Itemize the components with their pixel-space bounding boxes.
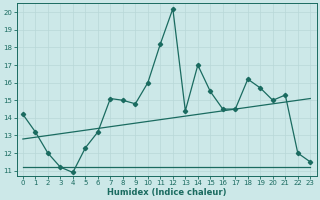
X-axis label: Humidex (Indice chaleur): Humidex (Indice chaleur)	[107, 188, 226, 197]
